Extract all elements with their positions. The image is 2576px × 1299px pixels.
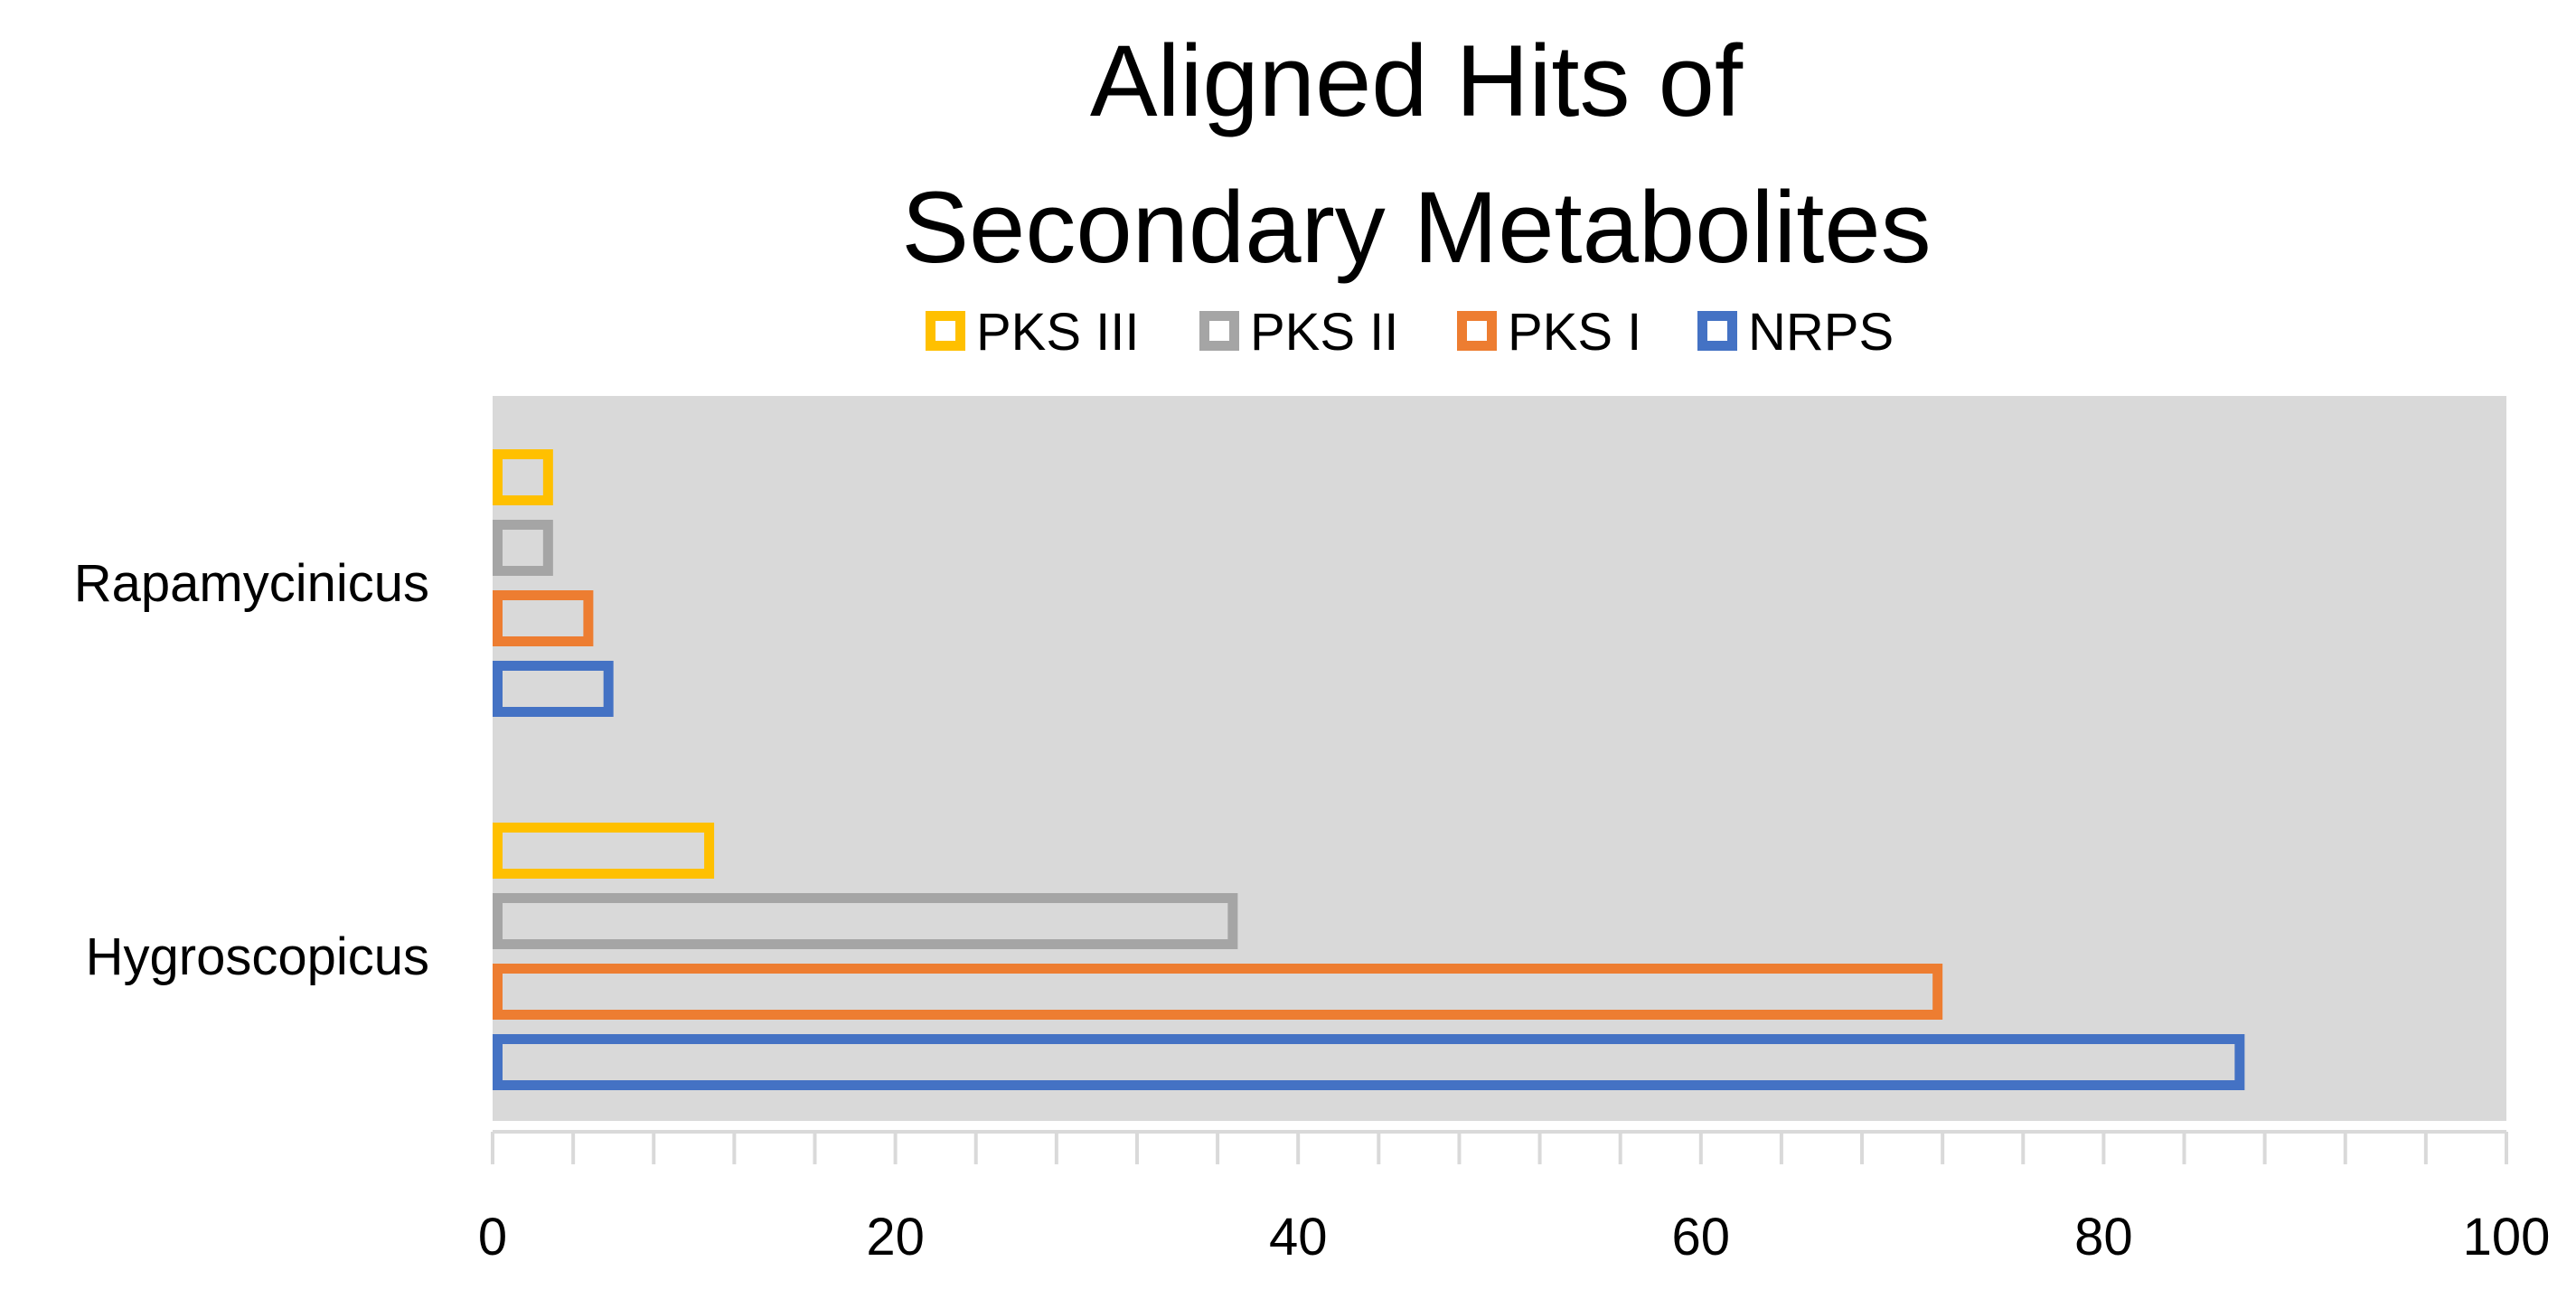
category-axis: Hygroscopicus Rapamycinicus: [74, 554, 429, 986]
x-tick-label: 60: [1672, 1208, 1731, 1266]
category-label-rapamycinicus: Rapamycinicus: [74, 554, 429, 613]
bar-pks-i-rapamycinicus: [493, 590, 594, 646]
category-label-hygroscopicus: Hygroscopicus: [86, 927, 429, 986]
legend-swatch-pks-iii: [926, 311, 965, 351]
x-tick-label: 80: [2074, 1208, 2133, 1266]
bar-pks-ii-rapamycinicus: [493, 520, 553, 576]
bar-pks-ii-hygroscopicus: [493, 893, 1238, 949]
bar-pks-i-hygroscopicus: [493, 964, 1943, 1020]
legend-swatch-pks-ii: [1199, 311, 1239, 351]
x-tick-label: 100: [2463, 1208, 2551, 1266]
value-axis: 0 20 40 60 80 100: [478, 1130, 2551, 1266]
legend-item-pks-iii: PKS III: [926, 303, 1140, 362]
legend-item-pks-ii: PKS II: [1199, 303, 1398, 362]
bar-pks-iii-hygroscopicus: [493, 823, 715, 879]
legend-swatch-pks-i: [1457, 311, 1497, 351]
chart-title-line-2: Secondary Metabolites: [901, 171, 1931, 284]
x-tick-label: 40: [1269, 1208, 1328, 1266]
x-tick-label: 20: [866, 1208, 925, 1266]
chart-title-line-1: Aligned Hits of: [1090, 24, 1744, 137]
bar-nrps-rapamycinicus: [493, 661, 614, 717]
bars: [493, 449, 2245, 1090]
x-tick-label: 0: [478, 1208, 507, 1266]
bar-pks-iii-rapamycinicus: [493, 449, 553, 505]
chart-title: Aligned Hits of Secondary Metabolites: [901, 24, 1931, 284]
legend-swatch-nrps: [1697, 311, 1737, 351]
legend-label-pks-i: PKS I: [1508, 303, 1641, 362]
legend: PKS III PKS II PKS I NRPS: [926, 303, 1894, 362]
legend-item-pks-i: PKS I: [1457, 303, 1641, 362]
legend-label-nrps: NRPS: [1748, 303, 1894, 362]
legend-label-pks-ii: PKS II: [1250, 303, 1398, 362]
bar-nrps-hygroscopicus: [493, 1034, 2245, 1090]
legend-label-pks-iii: PKS III: [976, 303, 1140, 362]
legend-item-nrps: NRPS: [1697, 303, 1894, 362]
